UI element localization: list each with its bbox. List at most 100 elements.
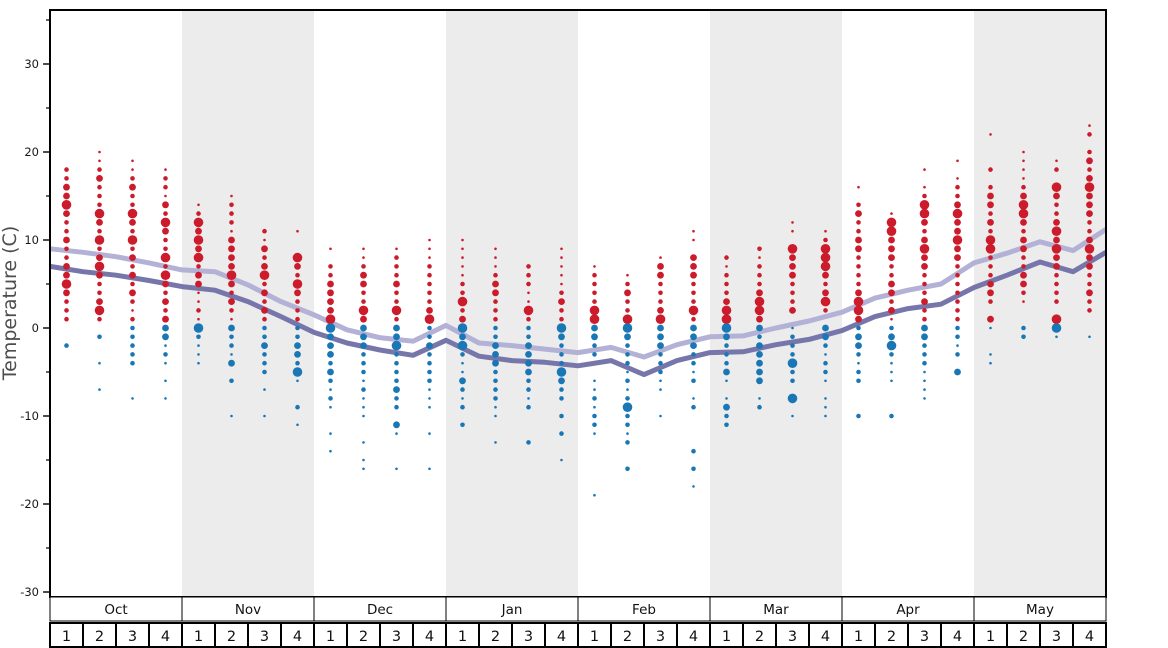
- blue-dot: [856, 378, 861, 384]
- red-dot: [820, 296, 831, 307]
- blue-dot: [362, 467, 365, 471]
- red-dot: [657, 271, 664, 279]
- blue-dot: [889, 413, 894, 419]
- red-dot: [1053, 263, 1060, 270]
- red-dot: [394, 290, 399, 296]
- blue-dot: [757, 404, 762, 410]
- red-dot: [64, 176, 69, 181]
- week-cell: [1006, 622, 1041, 648]
- red-dot: [395, 247, 398, 251]
- red-dot: [130, 228, 135, 234]
- y-tick-label: -30: [20, 585, 39, 599]
- red-dot: [1054, 167, 1059, 172]
- red-dot: [228, 263, 235, 270]
- blue-dot: [622, 323, 633, 333]
- red-dot: [560, 273, 563, 277]
- red-dot: [985, 244, 996, 254]
- blue-dot: [395, 467, 398, 471]
- red-dot: [362, 256, 365, 259]
- red-dot: [294, 263, 301, 270]
- blue-dot: [625, 352, 630, 357]
- red-dot: [230, 194, 233, 198]
- red-dot: [130, 316, 135, 322]
- month-cell-nov: [181, 596, 315, 622]
- red-dot: [492, 289, 499, 297]
- red-dot: [261, 289, 268, 297]
- red-dot: [724, 255, 729, 260]
- red-dot: [130, 246, 135, 252]
- blue-dot: [459, 333, 466, 341]
- red-dot: [789, 254, 796, 261]
- red-dot: [427, 299, 432, 304]
- blue-dot: [592, 413, 597, 419]
- red-dot: [96, 298, 103, 305]
- red-dot: [526, 272, 531, 278]
- red-dot: [228, 245, 235, 253]
- red-dot: [1087, 272, 1092, 278]
- blue-dot: [724, 352, 729, 357]
- red-dot: [358, 305, 369, 316]
- blue-dot: [625, 422, 630, 428]
- red-dot: [494, 265, 497, 268]
- red-dot: [987, 289, 994, 297]
- blue-dot: [556, 367, 567, 377]
- red-dot: [97, 202, 102, 208]
- red-dot: [163, 176, 168, 181]
- blue-dot: [692, 370, 695, 374]
- red-dot: [856, 281, 861, 287]
- red-dot: [527, 291, 530, 295]
- week-number-label: 2: [95, 629, 104, 645]
- blue-dot: [393, 324, 400, 332]
- blue-dot: [559, 396, 564, 401]
- red-dot: [325, 314, 336, 325]
- red-dot: [625, 299, 630, 304]
- red-dot: [63, 210, 70, 218]
- blue-dot: [625, 343, 630, 348]
- red-dot: [261, 307, 268, 314]
- red-dot: [129, 183, 136, 191]
- blue-dot: [261, 342, 268, 349]
- blue-dot: [362, 397, 365, 400]
- week-number-label: 1: [590, 629, 599, 645]
- blue-dot: [493, 369, 498, 375]
- blue-dot: [923, 370, 926, 374]
- red-dot: [262, 316, 267, 322]
- red-dot: [923, 185, 926, 189]
- blue-dot: [362, 405, 365, 409]
- blue-dot: [956, 344, 959, 347]
- red-dot: [559, 308, 564, 313]
- red-dot: [494, 256, 497, 259]
- blue-dot: [164, 361, 167, 365]
- red-dot: [888, 236, 895, 244]
- month-label-feb: Feb: [632, 602, 656, 618]
- week-number-label: 4: [1085, 629, 1094, 645]
- red-dot: [1054, 290, 1059, 296]
- red-dot: [855, 315, 862, 323]
- red-dot: [560, 265, 563, 268]
- red-dot: [956, 177, 959, 180]
- red-dot: [955, 193, 960, 199]
- red-dot: [130, 176, 135, 181]
- blue-dot: [657, 342, 664, 349]
- red-dot: [922, 308, 927, 313]
- red-dot: [460, 281, 465, 287]
- blue-dot: [592, 396, 597, 401]
- week-number-label: 4: [161, 629, 170, 645]
- red-dot: [989, 133, 992, 136]
- blue-dot: [922, 360, 927, 366]
- blue-dot: [723, 368, 730, 376]
- red-dot: [1022, 159, 1025, 163]
- red-dot: [922, 316, 927, 322]
- red-dot: [195, 280, 202, 288]
- week-cell: [577, 622, 612, 648]
- red-dot: [919, 200, 930, 210]
- red-dot: [922, 290, 927, 296]
- red-dot: [160, 252, 171, 263]
- blue-dot: [197, 361, 200, 365]
- red-dot: [954, 227, 961, 235]
- red-dot: [855, 245, 862, 253]
- blue-dot: [824, 397, 827, 400]
- blue-dot: [230, 353, 233, 356]
- red-dot: [756, 315, 763, 323]
- red-dot: [61, 279, 72, 289]
